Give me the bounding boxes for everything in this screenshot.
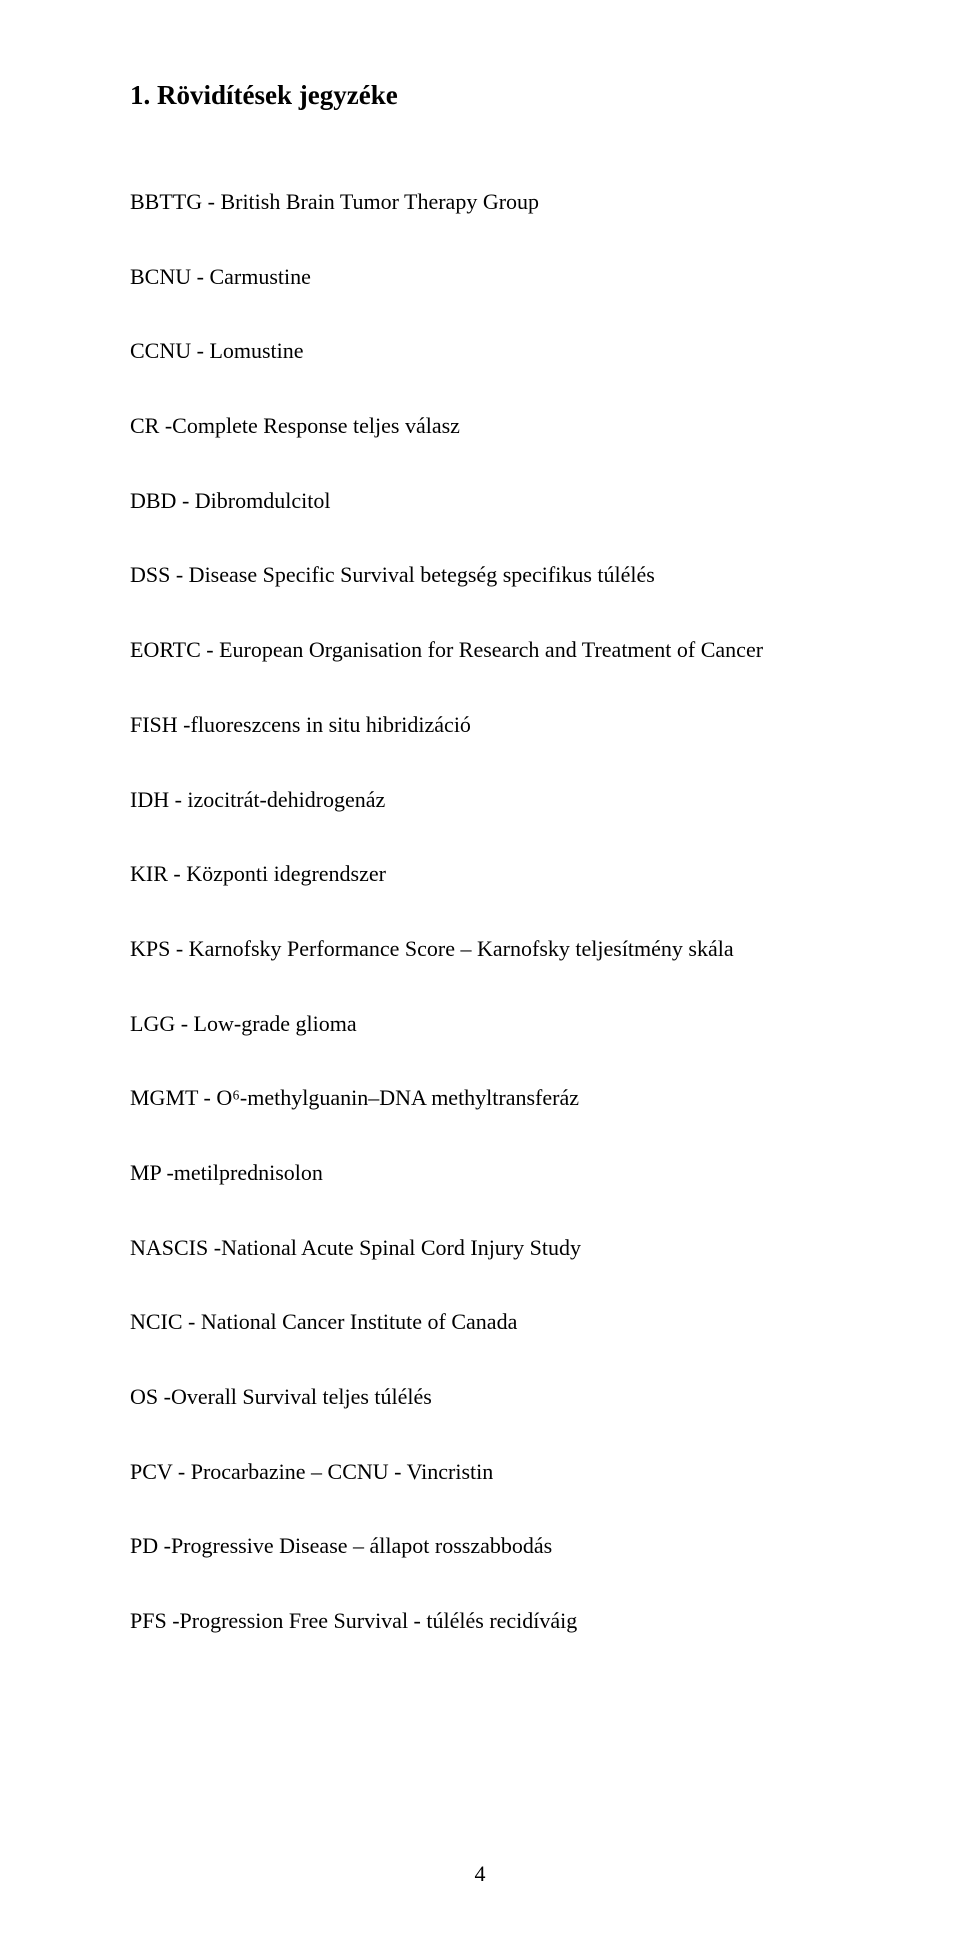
abbreviation-line: BBTTG - British Brain Tumor Therapy Grou…: [130, 187, 830, 217]
abbreviation-line: FISH -fluoreszcens in situ hibridizáció: [130, 710, 830, 740]
abbreviation-line: NCIC - National Cancer Institute of Cana…: [130, 1307, 830, 1337]
abbreviation-line: KPS - Karnofsky Performance Score – Karn…: [130, 934, 830, 964]
abbreviation-line: PFS -Progression Free Survival - túlélés…: [130, 1606, 830, 1636]
abbreviation-line: DSS - Disease Specific Survival betegség…: [130, 560, 830, 590]
abbreviation-line: OS -Overall Survival teljes túlélés: [130, 1382, 830, 1412]
page-number: 4: [0, 1861, 960, 1887]
section-heading: 1. Rövidítések jegyzéke: [130, 80, 830, 111]
abbreviation-line: CR -Complete Response teljes válasz: [130, 411, 830, 441]
abbreviation-line: EORTC - European Organisation for Resear…: [130, 635, 830, 665]
abbreviation-line: CCNU - Lomustine: [130, 336, 830, 366]
abbreviation-line: DBD - Dibromdulcitol: [130, 486, 830, 516]
abbreviation-line: MP -metilprednisolon: [130, 1158, 830, 1188]
abbreviation-line: PCV - Procarbazine – CCNU - Vincristin: [130, 1457, 830, 1487]
document-page: 1. Rövidítések jegyzéke BBTTG - British …: [0, 0, 960, 1947]
abbreviation-line: LGG - Low-grade glioma: [130, 1009, 830, 1039]
abbreviation-line: KIR - Központi idegrendszer: [130, 859, 830, 889]
abbreviation-line: MGMT - O⁶-methylguanin–DNA methyltransfe…: [130, 1083, 830, 1113]
abbreviation-line: NASCIS -National Acute Spinal Cord Injur…: [130, 1233, 830, 1263]
abbreviation-line: PD -Progressive Disease – állapot rossza…: [130, 1531, 830, 1561]
abbreviation-line: BCNU - Carmustine: [130, 262, 830, 292]
abbreviation-line: IDH - izocitrát-dehidrogenáz: [130, 785, 830, 815]
